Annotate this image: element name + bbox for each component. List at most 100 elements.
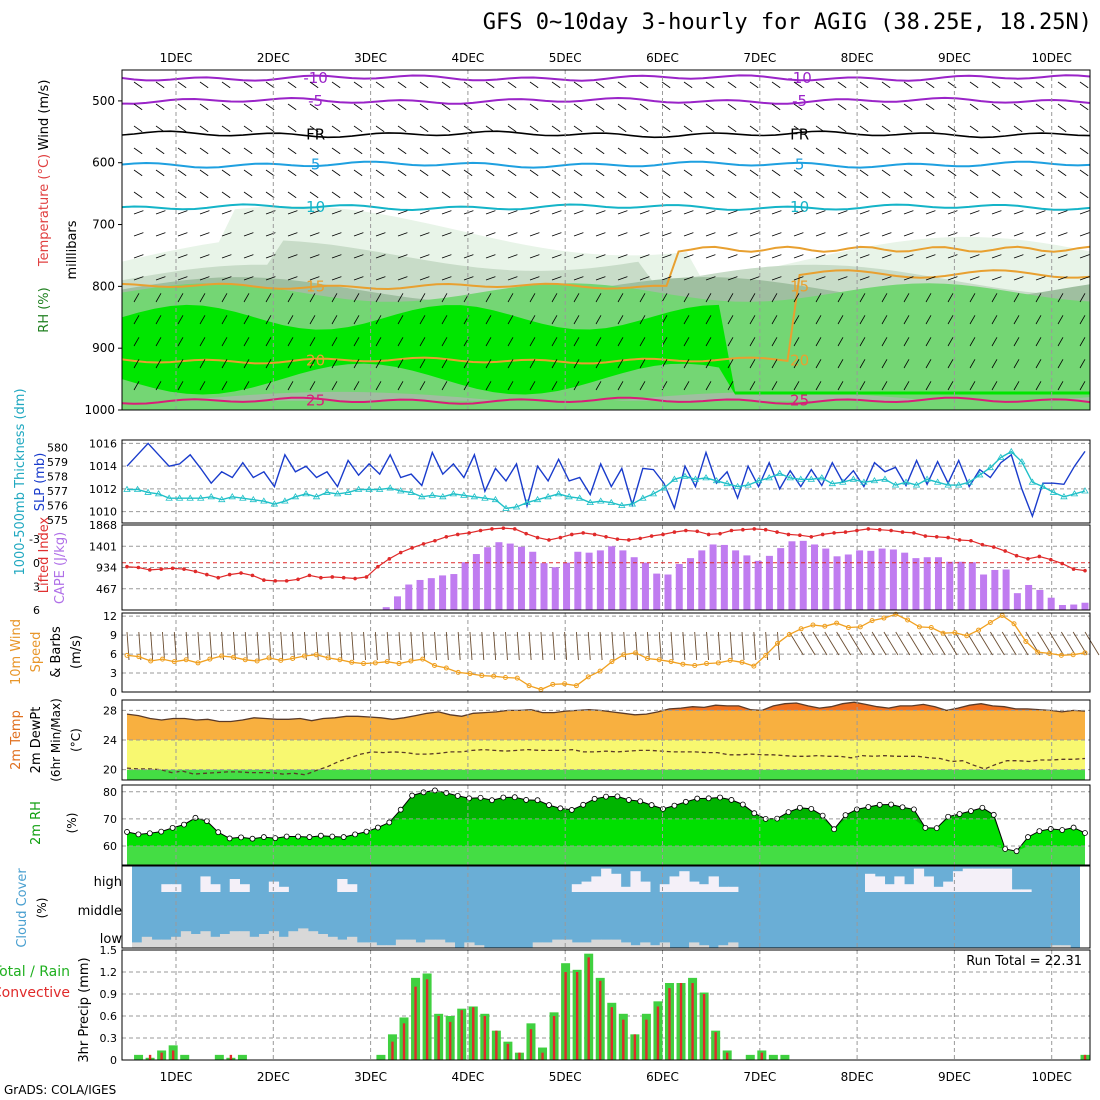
wind-barb [1057, 210, 1068, 215]
rh-tick-label: 60 [103, 840, 117, 853]
rh-marker [899, 804, 906, 811]
wind-barb [573, 147, 583, 155]
rh-marker [146, 830, 153, 837]
thickness-marker [976, 471, 984, 478]
wind-barb [441, 103, 451, 111]
rh-marker [933, 825, 940, 832]
wind-barb [925, 381, 932, 391]
wind-barb [837, 103, 847, 111]
lifted-index-marker [889, 528, 893, 533]
wind-barb [243, 169, 253, 177]
wind-barb [540, 631, 544, 661]
thickness-marker [902, 478, 910, 485]
wind-barb [441, 254, 452, 259]
cloud-axis-unit: (%) [35, 898, 49, 919]
wind-barb [749, 81, 759, 89]
cape-bar [382, 607, 390, 610]
precip-convective-bar [599, 980, 602, 1060]
wind-barb [551, 337, 558, 347]
wind-barb [507, 81, 517, 89]
thickness-marker [691, 475, 700, 482]
wind-barb [441, 81, 451, 89]
wind-speed-marker [313, 652, 319, 658]
precip-tick-label: 0 [110, 1054, 117, 1067]
cape-bar [867, 550, 875, 610]
wind-speed-marker [822, 623, 828, 629]
x-tick-label-top: 7DEC [743, 51, 776, 65]
wind-barb [947, 125, 957, 133]
wind-barb [727, 337, 734, 347]
wind-speed-marker [857, 624, 863, 630]
wind-speed-marker [502, 674, 508, 680]
cloud-low-bar [366, 942, 377, 948]
lifted-index-marker [159, 567, 164, 571]
wind-barb [155, 147, 165, 155]
wind-barb [705, 103, 715, 111]
cloud-low-bar [327, 936, 338, 948]
wind-barb [155, 232, 166, 237]
cloud-low-bar [640, 942, 651, 948]
y-tick-label: 500 [92, 94, 115, 108]
rh-marker [249, 835, 256, 842]
lifted-index-marker [855, 528, 859, 533]
rh-label: RH (%) [37, 287, 52, 332]
lifted-index-marker [227, 572, 232, 577]
wind-barb [485, 254, 496, 259]
cloud-low-bar [268, 931, 280, 948]
wind-barb [133, 147, 143, 155]
wind-barb [871, 631, 887, 656]
temp-line [126, 701, 1086, 723]
lifted-index-marker [1083, 568, 1087, 573]
rh-marker [990, 811, 997, 818]
cape-bar [653, 573, 661, 610]
precip-convective-bar [506, 1043, 510, 1060]
temperature-contour [122, 396, 1090, 405]
rh-marker [796, 804, 803, 811]
wind-barb [243, 359, 250, 369]
wind-barb [991, 191, 1001, 199]
thickness-marker [881, 475, 889, 482]
wind-barb [947, 81, 957, 89]
wind-barb [309, 293, 316, 303]
cloud-high-bar [239, 884, 250, 892]
wind-barb [881, 103, 891, 111]
lifted-index-marker [1026, 557, 1030, 561]
wind-tick-label: 0 [110, 686, 117, 699]
wind-barb [1057, 232, 1068, 237]
lifted-index-marker [980, 542, 985, 547]
cloud-low-bar [171, 936, 182, 948]
wind-barb [265, 210, 276, 215]
thickness-line [127, 450, 1086, 510]
lifted-index-marker [934, 535, 939, 539]
wind-barb [587, 631, 591, 661]
wind-barb [177, 81, 187, 89]
cloud-high-bar [347, 884, 358, 892]
cloud-high-bar [943, 881, 954, 892]
lifted-index-marker [410, 546, 414, 550]
wind-barb [705, 359, 712, 369]
wind-barb [507, 315, 514, 325]
wind-speed-marker [183, 657, 189, 663]
cloud-high-bar [210, 884, 221, 892]
cloud-high-bar [933, 886, 944, 892]
thickness-marker [281, 497, 289, 504]
wind-tick-label: 9 [110, 629, 117, 642]
wind-barb [793, 191, 803, 199]
wind-speed-marker [443, 665, 449, 671]
wind-barb [749, 254, 760, 259]
wind-barb [133, 103, 143, 111]
wind-speed-marker [384, 659, 390, 665]
cloud-low-bar [444, 942, 456, 948]
wind-barb [177, 232, 188, 237]
wind-axis-title-4: (m/s) [69, 635, 84, 669]
wind-barb [639, 147, 649, 155]
rh-marker [124, 829, 130, 835]
wind-barb [639, 103, 649, 111]
wind-barb [947, 337, 954, 347]
wind-barb [617, 169, 627, 177]
rh-marker [808, 805, 815, 812]
precip-convective-bar [414, 986, 417, 1060]
wind-barb [837, 125, 847, 133]
wind-barb [793, 103, 803, 111]
precip-total-bar [376, 1054, 386, 1060]
